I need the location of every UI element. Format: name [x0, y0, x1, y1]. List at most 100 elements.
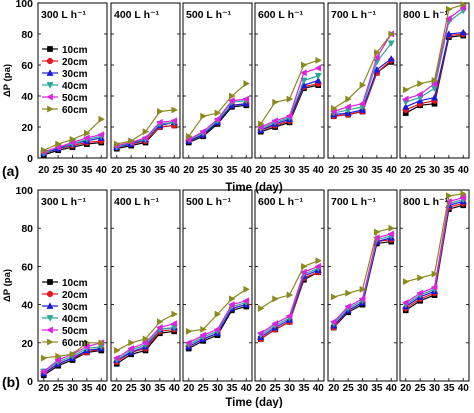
x-tick-label: 25 — [343, 165, 355, 176]
x-axis-label: Time (day) — [225, 397, 282, 408]
x-tick-label: 30 — [67, 383, 79, 394]
x-tick-label: 35 — [298, 165, 310, 176]
legend-label-30cm: 30cm — [62, 69, 88, 80]
data-point-30cm — [430, 93, 439, 101]
legend-label-60cm: 60cm — [62, 338, 88, 349]
x-tick-label: 30 — [284, 165, 296, 176]
data-point-50cm — [314, 262, 322, 270]
subplot-title: 400 L h⁻¹ — [114, 196, 160, 208]
subplot-title: 800 L h⁻¹ — [403, 196, 449, 208]
legend-marker-40cm — [46, 82, 54, 89]
x-tick-label: 30 — [140, 383, 152, 394]
x-tick-label: 40 — [241, 165, 253, 176]
x-tick-label: 40 — [169, 383, 181, 394]
series-line-60cm — [333, 33, 392, 109]
data-point-60cm — [40, 146, 48, 154]
data-point-60cm — [345, 289, 352, 297]
data-point-50cm — [300, 268, 307, 276]
x-tick-label: 35 — [298, 383, 310, 394]
x-tick-label: 20 — [400, 165, 412, 176]
y-axis-label: ΔP (pa) — [2, 269, 13, 302]
series-line-40cm — [333, 235, 392, 325]
legend-marker-10cm — [47, 46, 53, 52]
data-point-30cm — [402, 103, 410, 110]
data-point-50cm — [228, 301, 235, 309]
data-point-60cm — [330, 293, 338, 301]
data-point-60cm — [84, 129, 91, 137]
data-point-60cm — [301, 262, 308, 270]
x-tick-label: 20 — [111, 165, 123, 176]
x-tick-label: 30 — [67, 165, 79, 176]
legend-marker-50cm — [46, 93, 53, 101]
subplot-title: 700 L h⁻¹ — [331, 196, 377, 208]
data-point-50cm — [257, 329, 264, 337]
legend-marker-30cm — [46, 302, 54, 309]
data-point-60cm — [431, 76, 439, 85]
x-tick-label: 25 — [126, 165, 138, 176]
x-tick-label: 25 — [53, 165, 65, 176]
data-point-60cm — [402, 86, 410, 94]
subplot-frame — [182, 189, 253, 382]
data-point-50cm — [416, 90, 423, 98]
x-tick-label: 35 — [81, 165, 93, 176]
x-tick-label: 35 — [154, 383, 166, 394]
data-point-60cm — [286, 95, 294, 103]
y-tick-label: 40 — [21, 91, 33, 103]
data-point-60cm — [55, 352, 62, 360]
data-point-60cm — [185, 327, 193, 335]
data-point-30cm — [459, 28, 467, 36]
data-point-50cm — [83, 343, 90, 351]
data-point-50cm — [402, 299, 409, 307]
series-line-40cm — [260, 267, 319, 336]
data-point-60cm — [113, 140, 121, 148]
legend-marker-50cm — [46, 326, 53, 334]
data-point-60cm — [359, 81, 367, 89]
data-point-50cm — [373, 53, 380, 61]
data-point-60cm — [200, 325, 207, 333]
x-tick-label: 40 — [313, 383, 325, 394]
x-tick-label: 20 — [400, 383, 412, 394]
legend-marker-20cm — [46, 57, 54, 65]
x-tick-label: 40 — [458, 383, 470, 394]
data-point-50cm — [213, 115, 221, 123]
data-point-60cm — [301, 61, 308, 69]
data-point-60cm — [446, 5, 453, 13]
data-point-60cm — [272, 98, 279, 106]
data-point-40cm — [387, 40, 395, 48]
x-tick-label: 25 — [270, 165, 282, 176]
subplot-title: 300 L h⁻¹ — [41, 9, 87, 21]
subplot-title: 400 L h⁻¹ — [114, 9, 160, 21]
data-point-40cm — [300, 77, 308, 85]
series-line-60cm — [260, 260, 319, 309]
legend-label-50cm: 50cm — [62, 93, 88, 104]
data-point-60cm — [417, 274, 424, 282]
y-axis-label: ΔP (pa) — [2, 64, 13, 97]
data-point-60cm — [69, 135, 77, 143]
y-tick-label: 40 — [21, 300, 33, 312]
data-point-40cm — [314, 73, 322, 80]
x-tick-label: 30 — [212, 165, 224, 176]
x-tick-label: 20 — [255, 165, 267, 176]
series-line-50cm — [333, 233, 392, 323]
subplot-title: 700 L h⁻¹ — [331, 9, 377, 21]
x-tick-label: 35 — [226, 383, 238, 394]
data-point-50cm — [330, 318, 337, 326]
legend-label-60cm: 60cm — [62, 105, 88, 116]
x-tick-label: 35 — [154, 165, 166, 176]
y-tick-label: 100 — [15, 185, 33, 197]
data-point-60cm — [446, 192, 453, 200]
data-point-50cm — [213, 325, 221, 333]
data-point-50cm — [285, 312, 293, 320]
data-point-50cm — [242, 95, 250, 103]
data-point-60cm — [243, 285, 250, 293]
data-point-50cm — [127, 345, 134, 353]
x-tick-label: 20 — [183, 165, 195, 176]
data-point-30cm — [445, 30, 453, 37]
legend-label-20cm: 20cm — [62, 290, 88, 301]
data-point-50cm — [271, 117, 278, 125]
x-tick-label: 35 — [443, 165, 455, 176]
data-point-50cm — [358, 100, 366, 108]
data-point-50cm — [156, 324, 163, 332]
data-point-60cm — [460, 1, 467, 9]
